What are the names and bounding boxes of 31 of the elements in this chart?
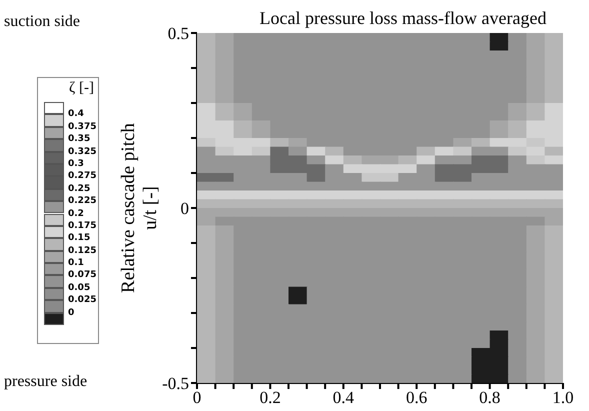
y-tick-label: 0 <box>180 199 189 218</box>
text: suction side <box>4 13 80 31</box>
color-bar-label: 0.125 <box>68 244 96 257</box>
color-bar-label: 0.225 <box>68 195 96 208</box>
color-bar-label: 0.4 <box>68 108 84 120</box>
color-bar-title: ζ [-] <box>69 80 94 97</box>
color-bar-label: 0 <box>68 306 74 319</box>
x-tick-label: 0.2 <box>260 388 281 408</box>
x-tick-label: 0 <box>192 388 202 408</box>
color-bar-label: 0.1 <box>68 257 84 270</box>
color-bar-label: 0.275 <box>68 170 96 182</box>
x-tick-label: 0.6 <box>406 388 428 408</box>
x-tick-label: 0.4 <box>332 388 355 408</box>
color-bar-label: 0.3 <box>68 158 84 170</box>
color-bar-label: 0.05 <box>68 282 90 294</box>
color-bar-label: 0.075 <box>68 269 96 282</box>
y-axis-title: Relative cascade pitch u/t [-] <box>118 122 162 295</box>
color-bar-label: 0.325 <box>68 146 96 158</box>
y-tick-label: -0.5 <box>162 374 189 394</box>
color-bar-label: 0.025 <box>68 294 96 306</box>
chart-title: Local pressure loss mass-flow averaged <box>258 8 548 29</box>
text: pressure side <box>4 373 88 391</box>
color-bar-label: 0.25 <box>68 182 90 195</box>
color-bar-label: 0.2 <box>68 208 84 220</box>
color-bar-label: 0.15 <box>68 232 90 244</box>
y-tick-label: 0.5 <box>168 24 189 44</box>
color-bar-label: 0.375 <box>68 120 96 133</box>
x-tick-label: 1.0 <box>552 388 574 408</box>
color-bar-label: 0.175 <box>68 220 96 232</box>
color-bar-label: 0.35 <box>68 133 90 146</box>
x-tick-label: 0.8 <box>479 388 500 408</box>
